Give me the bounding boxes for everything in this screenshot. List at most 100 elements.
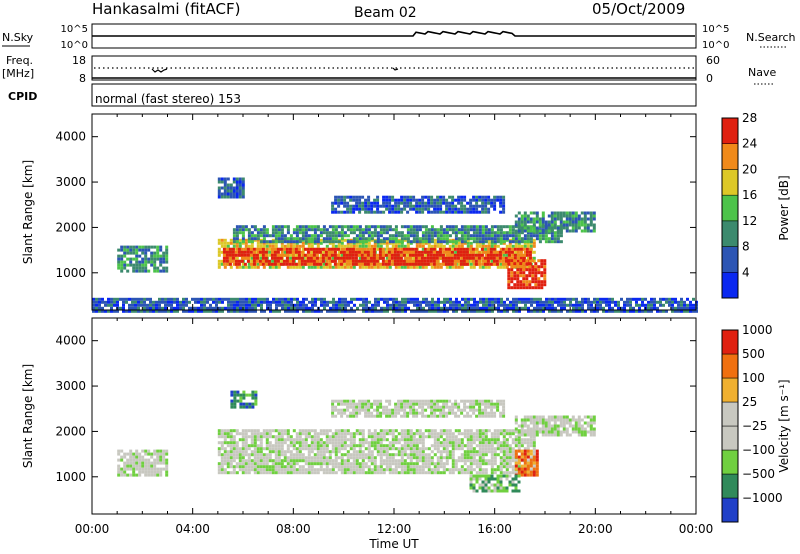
power-cell xyxy=(602,297,605,301)
power-cell xyxy=(529,217,533,221)
velocity-cell xyxy=(241,453,245,457)
power-cell xyxy=(503,306,506,310)
velocity-cell xyxy=(349,438,353,442)
velocity-cell xyxy=(481,447,485,451)
power-cell xyxy=(411,253,415,257)
power-cell xyxy=(138,266,142,270)
power-cell xyxy=(459,262,463,266)
power-cell xyxy=(340,198,344,202)
power-cell xyxy=(495,259,499,263)
power-cell xyxy=(449,300,452,304)
power-cell xyxy=(533,297,536,301)
velocity-cell xyxy=(253,468,257,472)
power-cell xyxy=(385,204,389,208)
power-cell xyxy=(123,245,127,249)
velocity-cell xyxy=(472,462,476,466)
velocity-cell xyxy=(466,441,470,445)
velocity-cell xyxy=(430,429,434,433)
power-cell xyxy=(234,250,238,254)
power-cell xyxy=(305,297,308,301)
power-cell xyxy=(212,309,215,313)
power-cell xyxy=(271,265,275,269)
power-cell xyxy=(391,240,395,244)
power-cell xyxy=(298,240,302,244)
power-cell xyxy=(173,300,176,304)
power-cell xyxy=(161,297,164,301)
velocity-cell xyxy=(484,432,488,436)
power-cell xyxy=(476,309,479,313)
power-cell xyxy=(435,259,439,263)
power-cell xyxy=(331,228,335,232)
power-cell xyxy=(360,262,364,266)
power-cell xyxy=(563,306,566,310)
velocity-cell xyxy=(244,471,248,475)
power-cell xyxy=(517,244,521,248)
power-cell xyxy=(322,231,326,235)
power-cell xyxy=(262,237,266,241)
velocity-cell xyxy=(262,465,266,469)
velocity-cell xyxy=(430,459,434,463)
velocity-cell xyxy=(361,468,365,472)
velocity-cell xyxy=(274,459,278,463)
power-cell xyxy=(566,303,569,307)
power-cell xyxy=(297,250,301,254)
power-region-2 xyxy=(232,225,563,244)
power-cell xyxy=(350,309,353,313)
power-cell xyxy=(458,303,461,307)
velocity-cell xyxy=(472,456,476,460)
power-cell xyxy=(394,198,398,202)
velocity-cell xyxy=(358,444,362,448)
velocity-cell xyxy=(346,471,350,475)
velocity-cell xyxy=(259,441,263,445)
power-cell xyxy=(464,309,467,313)
power-cell xyxy=(692,297,695,301)
power-cell xyxy=(433,228,437,232)
velocity-cell xyxy=(274,471,278,475)
velocity-cell xyxy=(553,418,557,422)
power-cell xyxy=(235,265,239,269)
power-cell xyxy=(523,220,527,224)
power-cell xyxy=(309,262,313,266)
power-cell xyxy=(98,309,101,313)
velocity-cell xyxy=(472,432,476,436)
velocity-cell xyxy=(529,438,533,442)
power-cell xyxy=(541,211,545,215)
power-cell xyxy=(389,306,392,310)
power-cell xyxy=(256,237,260,241)
power-cell xyxy=(194,306,197,310)
velocity-cell xyxy=(403,468,407,472)
velocity-cell xyxy=(514,441,518,445)
power-cell xyxy=(394,244,398,248)
power-cell xyxy=(328,234,332,238)
power-cell xyxy=(611,300,614,304)
power-cell xyxy=(593,300,596,304)
power-cell xyxy=(95,303,98,307)
power-cell xyxy=(297,259,301,263)
power-cell xyxy=(484,204,488,208)
power-cell xyxy=(197,300,200,304)
power-cell xyxy=(313,241,317,245)
velocity-cell xyxy=(340,462,344,466)
power-cell xyxy=(665,300,668,304)
power-cell xyxy=(430,231,434,235)
velocity-cell xyxy=(229,429,233,433)
power-cell xyxy=(240,259,244,263)
power-cell xyxy=(519,262,523,266)
power-cell xyxy=(357,250,361,254)
power-cell xyxy=(560,309,563,313)
velocity-cell xyxy=(268,429,272,433)
power-cell xyxy=(412,198,416,202)
power-cell xyxy=(467,297,470,301)
power-cell xyxy=(398,300,401,304)
velocity-cell xyxy=(532,450,536,454)
power-cell xyxy=(419,306,422,310)
velocity-cell xyxy=(478,441,482,445)
power-cell xyxy=(194,309,197,313)
power-cell xyxy=(355,244,359,248)
power-cell xyxy=(587,306,590,310)
velocity-cell xyxy=(496,435,500,439)
velocity-cell xyxy=(511,465,515,469)
power-cell xyxy=(505,265,509,269)
velocity-cell xyxy=(274,456,278,460)
power-cell xyxy=(502,195,506,199)
